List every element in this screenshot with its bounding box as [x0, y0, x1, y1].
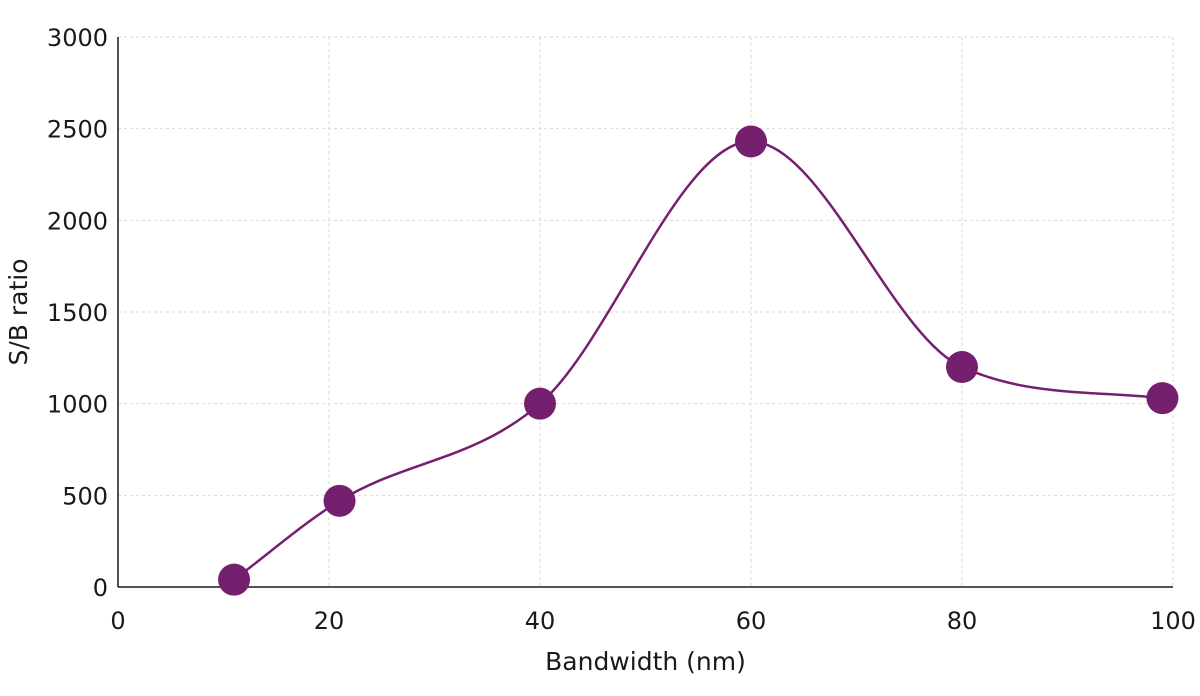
y-tick-label-1000: 1000 [47, 391, 108, 419]
series-line-0 [233, 140, 1163, 581]
series [218, 125, 1179, 596]
data-point-4 [946, 351, 978, 383]
x-tick-label-40: 40 [525, 607, 556, 635]
y-tick-label-0: 0 [93, 574, 108, 602]
grid [118, 36, 1174, 587]
y-tick-label-1500: 1500 [47, 299, 108, 327]
y-tick-label-3000: 3000 [47, 24, 108, 52]
x-tick-label-80: 80 [947, 607, 978, 635]
x-tick-label-20: 20 [314, 607, 345, 635]
x-tick-label-60: 60 [736, 607, 767, 635]
y-axis-title: S/B ratio [4, 258, 33, 365]
data-point-1 [323, 484, 356, 517]
data-point-2 [524, 387, 556, 420]
data-point-3 [735, 125, 767, 158]
y-tick-label-500: 500 [62, 482, 108, 510]
ticks: 0 500 1000 1500 2000 2500 3000 0 20 40 60 80 100 [47, 24, 1196, 635]
axes [117, 37, 1173, 588]
x-axis-title: Bandwidth (nm) [545, 647, 746, 676]
x-tick-label-100: 100 [1150, 607, 1196, 635]
x-tick-label-0: 0 [110, 607, 125, 635]
y-tick-label-2000: 2000 [47, 207, 108, 235]
data-point-0 [218, 563, 251, 596]
data-point-5 [1146, 382, 1179, 415]
y-tick-label-2500: 2500 [47, 116, 108, 144]
